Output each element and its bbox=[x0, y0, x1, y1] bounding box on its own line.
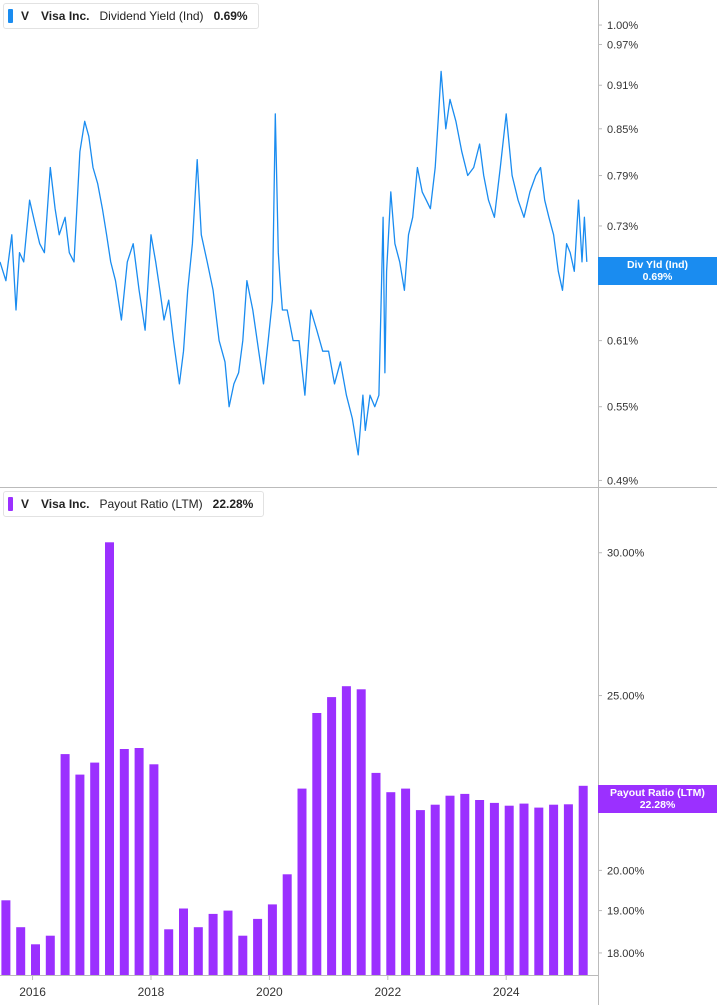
payout-ratio-bar bbox=[31, 944, 40, 975]
payout-ratio-bar bbox=[16, 927, 26, 975]
payout-ratio-bar bbox=[312, 713, 322, 975]
dividend-yield-legend[interactable]: V Visa Inc. Dividend Yield (Ind) 0.69% bbox=[3, 3, 259, 29]
y-tick-label: 25.00% bbox=[607, 691, 645, 703]
payout-ratio-bar bbox=[223, 910, 233, 975]
payout-ratio-bar bbox=[489, 802, 499, 975]
y-tick-label: 0.61% bbox=[607, 336, 638, 348]
payout-ratio-bar bbox=[282, 874, 292, 975]
payout-ratio-bar bbox=[238, 935, 248, 975]
badge-value: 0.69% bbox=[642, 271, 673, 283]
payout-ratio-bar bbox=[430, 804, 440, 975]
x-tick-label: 2020 bbox=[256, 985, 283, 999]
payout-ratio-bar bbox=[460, 793, 470, 975]
x-tick-label: 2016 bbox=[19, 985, 46, 999]
x-tick-label: 2018 bbox=[138, 985, 165, 999]
payout-ratio-bar bbox=[519, 803, 529, 975]
metric-value: 0.69% bbox=[213, 9, 248, 23]
payout-ratio-bar bbox=[208, 913, 218, 975]
payout-ratio-bar bbox=[475, 800, 485, 975]
payout-ratio-bar bbox=[327, 697, 337, 975]
payout-ratio-bar bbox=[134, 748, 144, 975]
badge-label: Div Yld (Ind) bbox=[626, 259, 689, 271]
payout-ratio-bar bbox=[90, 762, 100, 975]
company-name: Visa Inc. bbox=[41, 9, 90, 23]
badge-value: 22.28% bbox=[639, 799, 676, 811]
payout-ratio-bar bbox=[60, 754, 70, 975]
y-tick-label: 0.97% bbox=[607, 39, 638, 51]
payout-ratio-bar bbox=[267, 904, 277, 975]
y-tick-label: 0.85% bbox=[607, 124, 638, 136]
payout-ratio-bar bbox=[401, 788, 411, 975]
dividend-yield-value-badge: Div Yld (Ind) 0.69% bbox=[598, 257, 717, 285]
metric-value: 22.28% bbox=[212, 497, 254, 511]
y-tick-label: 18.00% bbox=[607, 948, 645, 960]
y-tick-label: 0.79% bbox=[607, 171, 638, 183]
payout-ratio-bar bbox=[534, 807, 544, 975]
y-tick-label: 30.00% bbox=[607, 548, 645, 560]
payout-ratio-bar bbox=[297, 788, 307, 975]
y-tick-label: 0.49% bbox=[607, 475, 638, 487]
payout-ratio-bar bbox=[386, 792, 396, 975]
metric-name: Dividend Yield (Ind) bbox=[99, 9, 204, 23]
payout-ratio-bar bbox=[341, 686, 351, 975]
payout-ratio-bar bbox=[179, 908, 188, 975]
y-tick-label: 0.73% bbox=[607, 221, 638, 233]
payout-ratio-value-badge: Payout Ratio (LTM) 22.28% bbox=[598, 785, 717, 813]
y-tick-label: 0.55% bbox=[607, 402, 638, 414]
payout-ratio-bar bbox=[45, 935, 55, 975]
payout-ratio-bar bbox=[75, 774, 85, 975]
y-tick-label: 20.00% bbox=[607, 865, 645, 877]
payout-ratio-bar bbox=[149, 764, 159, 975]
dividend-yield-color-swatch bbox=[8, 9, 13, 23]
payout-ratio-bar bbox=[1, 900, 11, 975]
payout-ratio-bar bbox=[415, 810, 425, 975]
y-tick-label: 1.00% bbox=[607, 20, 638, 32]
y-tick-label: 19.00% bbox=[607, 906, 645, 918]
payout-ratio-bar bbox=[445, 795, 455, 975]
y-tick-label: 0.91% bbox=[607, 80, 638, 92]
ticker-label: V bbox=[21, 9, 30, 23]
company-name: Visa Inc. bbox=[41, 497, 90, 511]
payout-ratio-bar bbox=[371, 772, 381, 975]
payout-ratio-bar bbox=[164, 929, 174, 975]
payout-ratio-bar bbox=[105, 542, 114, 975]
payout-ratio-bar bbox=[549, 804, 559, 975]
x-tick-label: 2022 bbox=[374, 985, 401, 999]
ticker-label: V bbox=[21, 497, 30, 511]
x-tick-label: 2024 bbox=[493, 985, 520, 999]
metric-name: Payout Ratio (LTM) bbox=[99, 497, 203, 511]
payout-ratio-bar bbox=[253, 918, 263, 975]
payout-ratio-bar bbox=[504, 805, 514, 975]
payout-ratio-legend[interactable]: V Visa Inc. Payout Ratio (LTM) 22.28% bbox=[3, 491, 265, 517]
payout-ratio-color-swatch bbox=[8, 497, 13, 511]
payout-ratio-bar bbox=[356, 689, 366, 975]
badge-label: Payout Ratio (LTM) bbox=[610, 787, 705, 799]
payout-ratio-bar bbox=[119, 749, 129, 975]
payout-ratio-bar bbox=[563, 804, 573, 975]
payout-ratio-bar bbox=[193, 927, 203, 975]
payout-ratio-bar bbox=[578, 785, 588, 975]
dividend-yield-line bbox=[0, 70, 588, 456]
